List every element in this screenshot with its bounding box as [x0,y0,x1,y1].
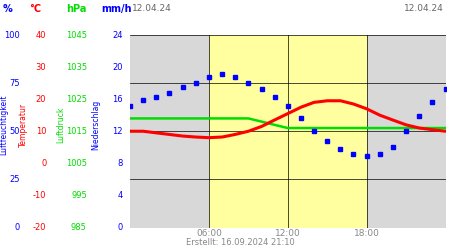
Text: 40: 40 [36,30,46,40]
Text: 995: 995 [71,191,87,200]
Text: 12.04.24: 12.04.24 [132,4,172,13]
Text: 100: 100 [4,30,20,40]
Text: Luftdruck: Luftdruck [56,107,65,143]
Text: °C: °C [29,4,41,14]
Text: Erstellt: 16.09.2024 21:10: Erstellt: 16.09.2024 21:10 [186,238,295,246]
Text: Niederschlag: Niederschlag [91,100,100,150]
Text: 24: 24 [112,30,122,40]
Text: 50: 50 [9,127,20,136]
Text: 20: 20 [36,95,46,104]
Text: 1045: 1045 [66,30,87,40]
Text: %: % [2,4,12,14]
Text: 985: 985 [71,223,87,232]
Text: 8: 8 [117,159,122,168]
Text: 4: 4 [117,191,122,200]
Text: 0: 0 [117,223,122,232]
Text: 1035: 1035 [66,62,87,72]
Bar [209,35,367,228]
Text: 1005: 1005 [66,159,87,168]
Text: -20: -20 [33,223,46,232]
Text: hPa: hPa [67,4,87,14]
Text: 75: 75 [9,78,20,88]
Text: 1015: 1015 [66,127,87,136]
Text: mm/h: mm/h [101,4,132,14]
Text: 30: 30 [36,62,46,72]
Text: 20: 20 [112,62,122,72]
Text: 10: 10 [36,127,46,136]
Text: 1025: 1025 [66,95,87,104]
Text: 25: 25 [9,175,20,184]
Text: Luftfeuchtigkeit: Luftfeuchtigkeit [0,95,8,155]
Text: 16: 16 [112,95,122,104]
Text: -10: -10 [33,191,46,200]
Text: Temperatur: Temperatur [19,103,28,147]
Text: 0: 0 [14,223,20,232]
Text: 0: 0 [41,159,46,168]
Text: 12: 12 [112,127,122,136]
Text: 12.04.24: 12.04.24 [404,4,443,13]
